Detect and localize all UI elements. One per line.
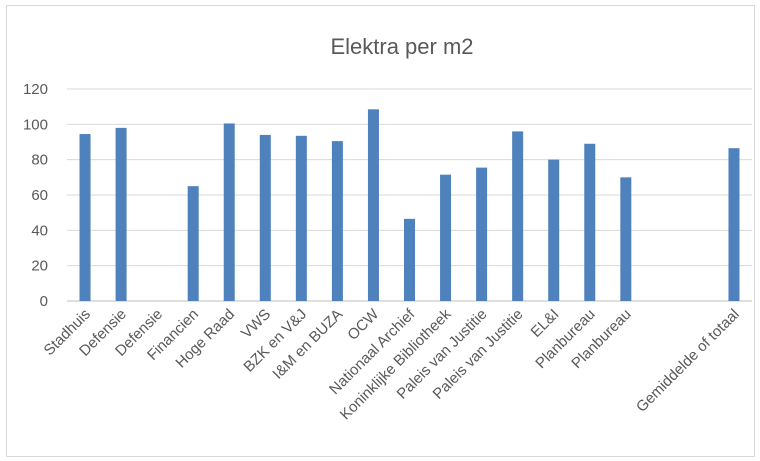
bar: [404, 218, 415, 301]
y-tick-label: 20: [31, 258, 48, 275]
x-tick-label: Gemiddelde of totaal: [633, 306, 743, 416]
bar: [548, 159, 560, 301]
bar: [440, 174, 452, 301]
y-tick-label: 0: [40, 293, 48, 310]
y-tick-label: 120: [23, 81, 48, 98]
bar: [728, 148, 740, 301]
bar: [476, 167, 488, 301]
bar: [259, 134, 271, 301]
y-tick-label: 80: [31, 152, 48, 169]
gridlines: [67, 88, 752, 302]
y-tick-label: 60: [31, 187, 48, 204]
bar: [367, 109, 379, 301]
bar: [331, 141, 343, 301]
bar: [79, 134, 91, 301]
bar: [584, 143, 596, 301]
y-tick-label: 40: [31, 222, 48, 239]
bar: [223, 123, 235, 301]
chart-title: Elektra per m2: [330, 34, 473, 59]
bar: [187, 186, 199, 301]
bar: [512, 131, 524, 301]
bar: [115, 127, 127, 301]
bar: [620, 177, 632, 301]
bar: [295, 135, 307, 301]
y-axis-ticks: 0 20 40 60 80 100 120: [23, 81, 48, 310]
y-tick-label: 100: [23, 116, 48, 133]
bars: [79, 109, 740, 301]
